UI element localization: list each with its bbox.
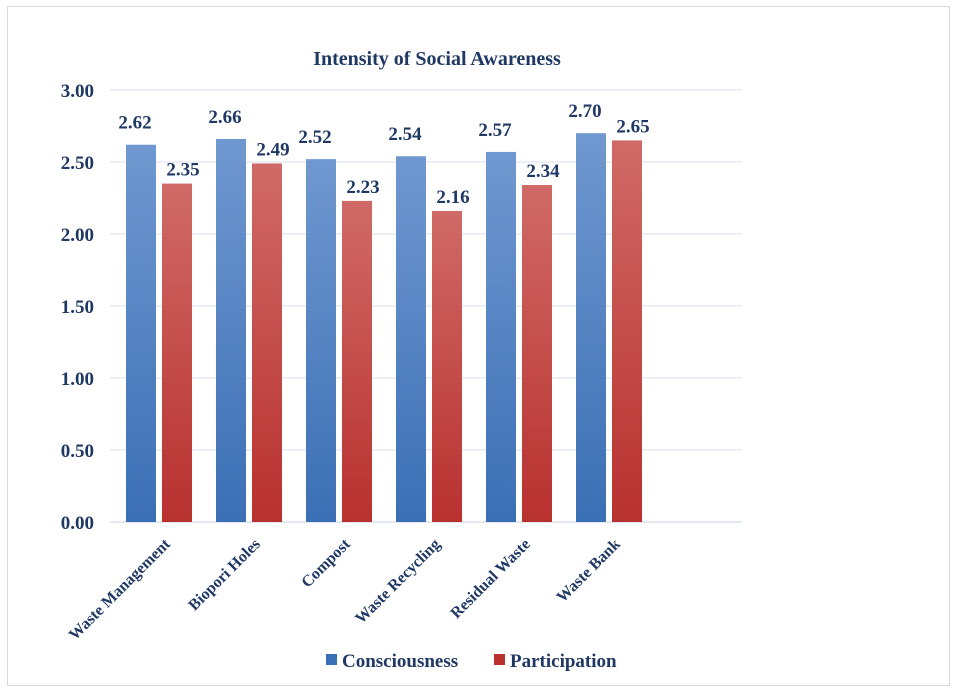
bar-consciousness-biopori-holes (216, 138, 246, 522)
x-tick-label-waste-bank: Waste Bank (554, 536, 624, 606)
bar-participation-residual-waste (522, 185, 552, 523)
x-tick-label-biopori-holes: Biopori Holes (185, 536, 263, 614)
data-label-consciousness-biopori-holes: 2.66 (208, 107, 241, 128)
data-label-consciousness-waste-bank: 2.70 (568, 101, 601, 122)
bar-participation-compost (342, 200, 372, 522)
y-tick-label: 0.00 (61, 513, 94, 534)
data-label-participation-waste-recycling: 2.16 (436, 187, 469, 208)
bar-consciousness-waste-management (126, 144, 156, 522)
data-label-participation-waste-management: 2.35 (166, 160, 199, 181)
y-tick-label: 0.50 (61, 441, 94, 462)
x-axis: Waste Management Biopori Holes CompostWast… (66, 535, 624, 643)
x-tick-label-compost: Compost (298, 535, 354, 591)
y-tick-label: 1.50 (61, 297, 94, 318)
bar-consciousness-waste-bank (576, 133, 606, 522)
data-label-consciousness-residual-waste: 2.57 (478, 120, 512, 141)
bar-participation-waste-management (162, 183, 192, 522)
y-tick-label: 1.00 (61, 369, 94, 390)
bars (126, 133, 642, 523)
data-label-participation-waste-bank: 2.65 (616, 116, 649, 137)
bar-consciousness-waste-recycling (396, 156, 426, 523)
bar-participation-waste-bank (612, 140, 642, 522)
y-tick-label: 2.50 (61, 153, 94, 174)
data-label-consciousness-compost: 2.52 (298, 127, 331, 148)
legend-label-consciousness: Consciousness (342, 651, 458, 672)
legend-swatch-consciousness (326, 654, 337, 665)
x-tick-label-waste-recycling: Waste Recycling (352, 536, 444, 628)
bar-participation-waste-recycling (432, 210, 462, 522)
data-label-participation-compost: 2.23 (346, 177, 379, 198)
data-label-participation-residual-waste: 2.34 (526, 161, 560, 182)
data-labels: 2.62 2.35 2.66 2.49 2.52 2.23 2.54 2.16 2.57 2.34… (118, 101, 649, 208)
legend: Consciousness Participation (326, 651, 617, 672)
chart-title: Intensity of Social Awareness (313, 48, 561, 70)
bar-participation-biopori-holes (252, 163, 282, 522)
x-tick-label-residual-waste: Residual Waste (448, 536, 534, 622)
y-tick-label: 3.00 (61, 81, 94, 102)
y-tick-label: 2.00 (61, 225, 94, 246)
data-label-consciousness-waste-management: 2.62 (118, 113, 151, 134)
y-axis: 0.00 0.50 1.00 1.50 2.00 2.50 3.00 (61, 81, 94, 534)
data-label-participation-biopori-holes: 2.49 (256, 139, 289, 160)
x-tick-label-waste-management: Waste Management (66, 535, 174, 643)
legend-swatch-participation (494, 654, 505, 665)
bar-consciousness-compost (306, 159, 336, 522)
bar-consciousness-residual-waste (486, 151, 516, 523)
data-label-consciousness-waste-recycling: 2.54 (388, 124, 422, 145)
legend-label-participation: Participation (510, 651, 617, 672)
